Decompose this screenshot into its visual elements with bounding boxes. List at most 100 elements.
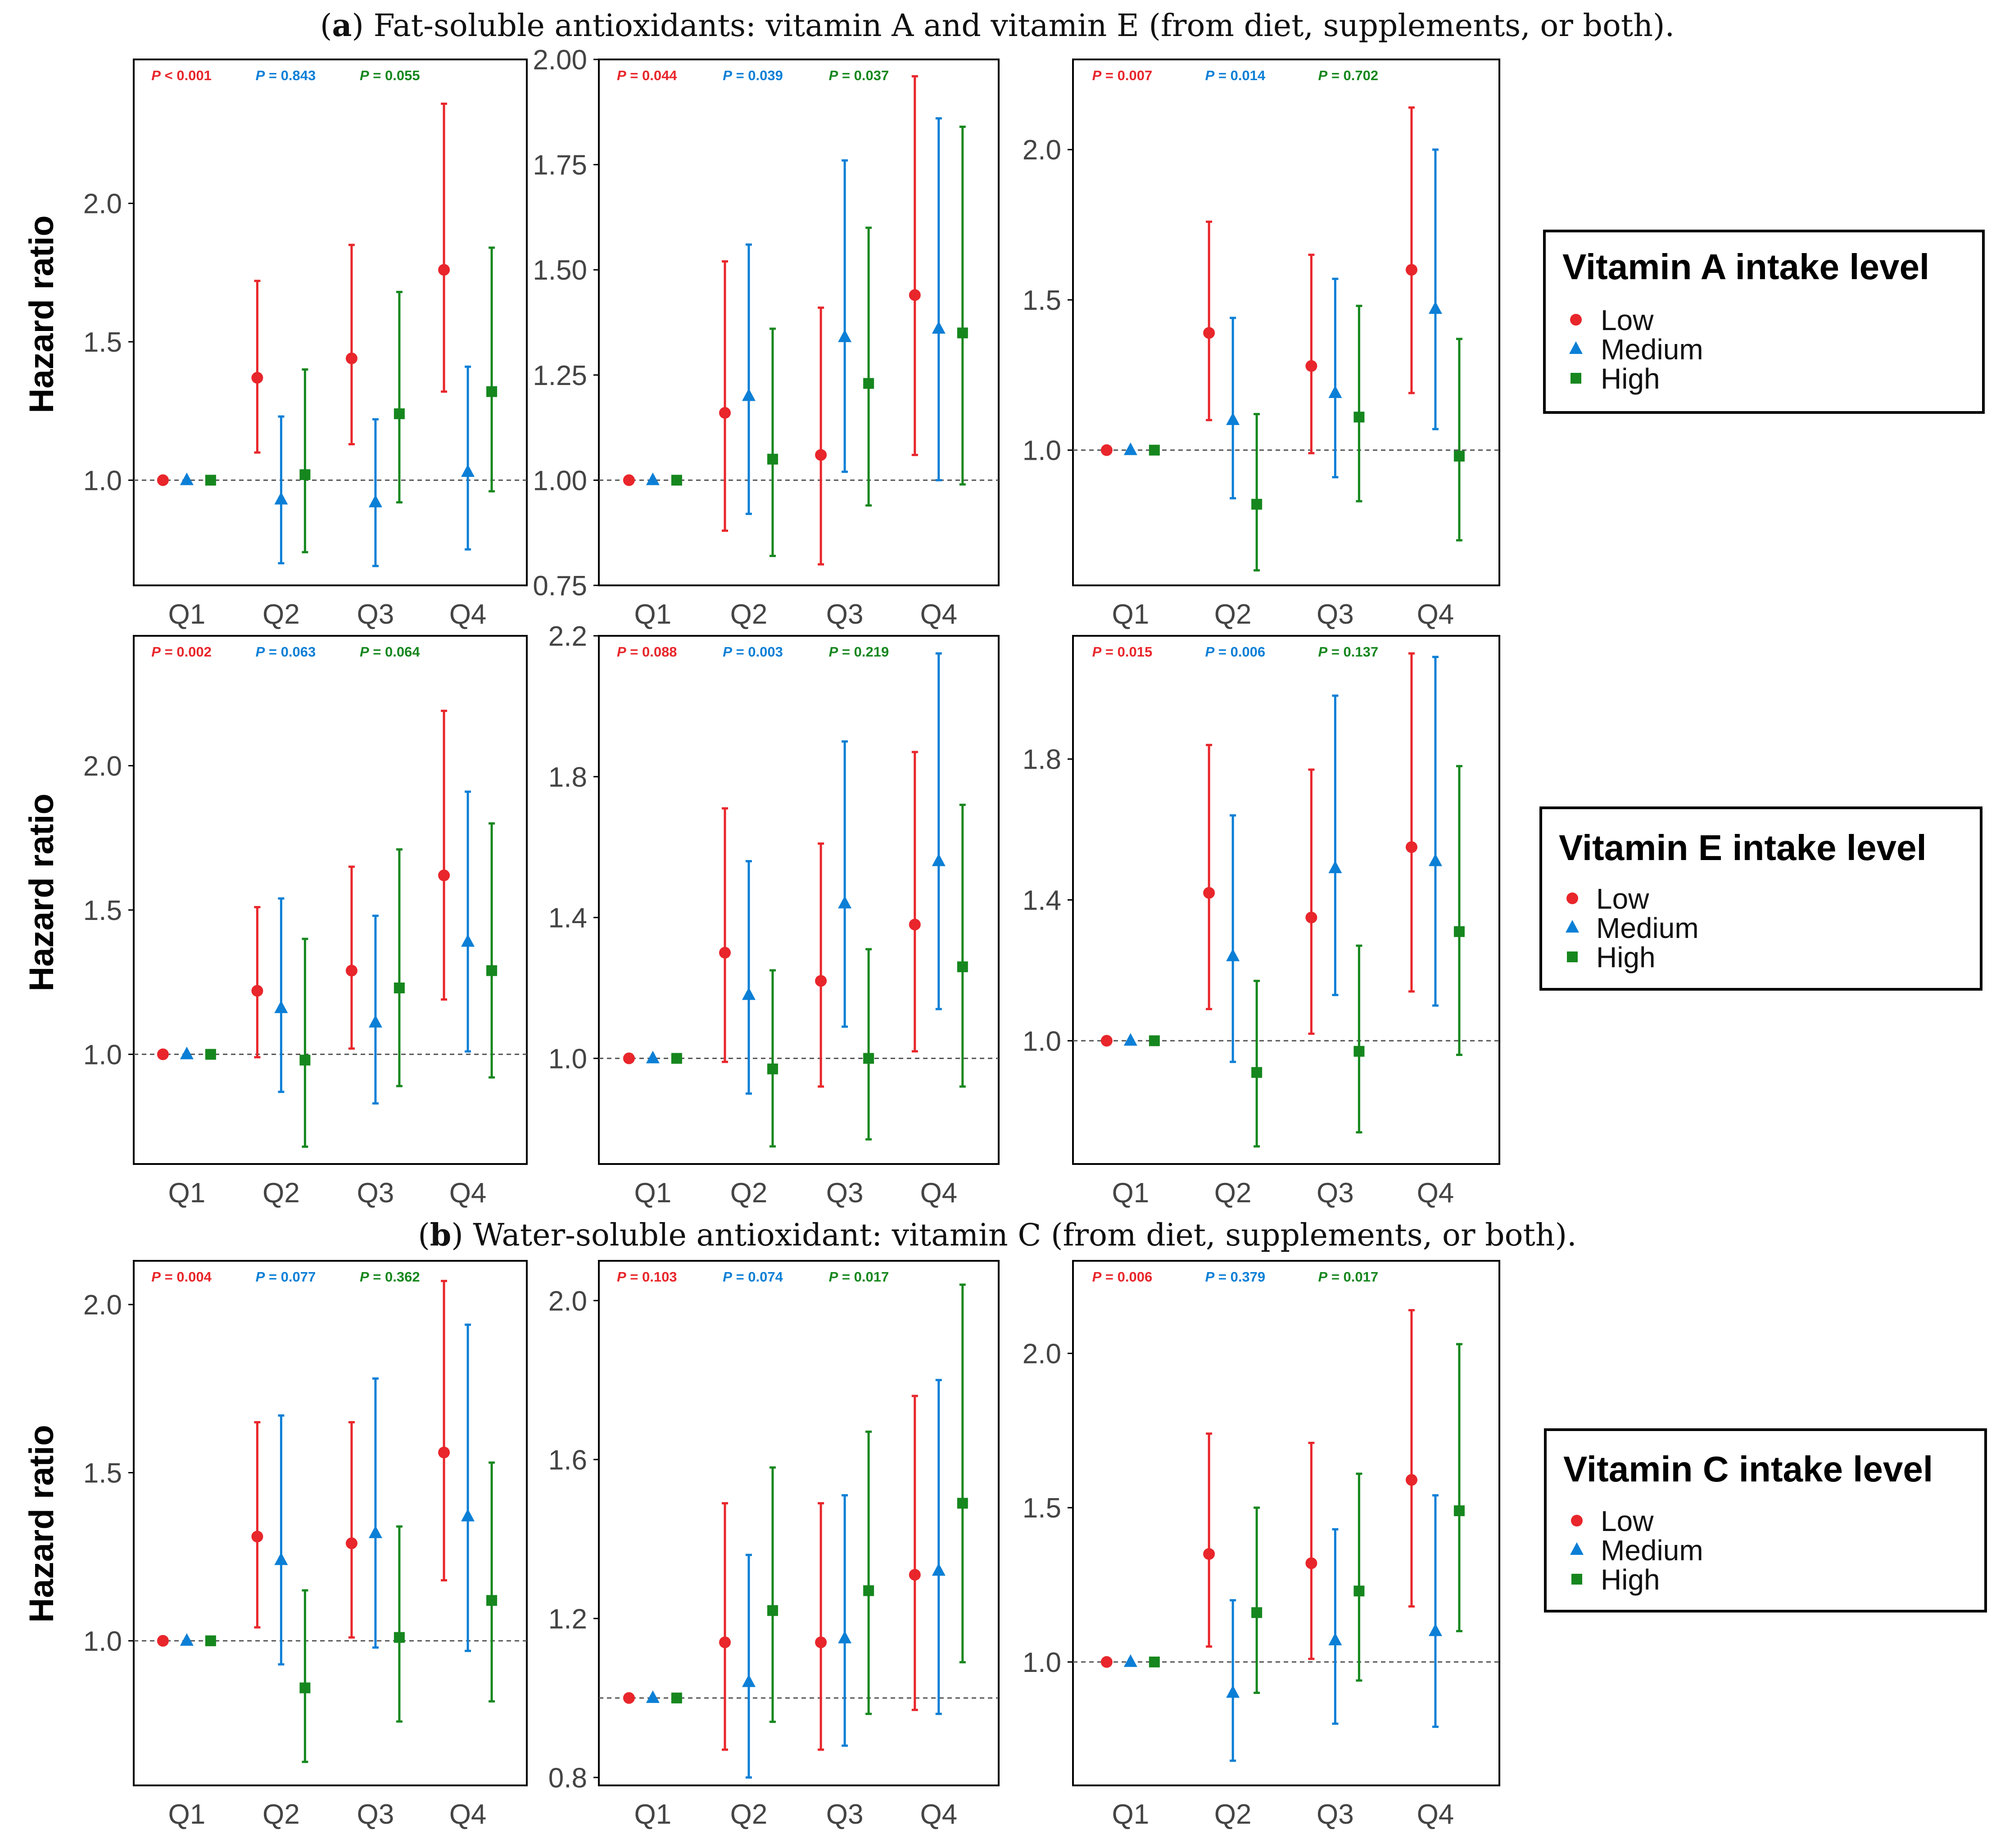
point-medium-q3 bbox=[838, 896, 852, 909]
p-value-text: = 0.843 bbox=[265, 68, 316, 83]
y-tick-label: 1.0 bbox=[83, 465, 122, 496]
p-value-low: P = 0.007 bbox=[1092, 68, 1153, 83]
plot-frame bbox=[133, 59, 528, 586]
point-high-q3 bbox=[1353, 412, 1365, 423]
point-high-q2 bbox=[1251, 1607, 1263, 1618]
legend-marker-low bbox=[1571, 1515, 1583, 1526]
legend-item-high: High bbox=[1601, 362, 1660, 395]
section-b-label: b bbox=[430, 1217, 452, 1253]
x-tick-label-q3: Q3 bbox=[1317, 599, 1354, 630]
panel-r1-c3: 1.01.52.0Q1 Q2 Q3 Q4P = 0.007 P = 0.014 P = 0… bbox=[1023, 59, 1500, 630]
p-value-low: P = 0.002 bbox=[151, 644, 212, 660]
y-tick-label: 1.5 bbox=[83, 895, 122, 926]
p-value-low: P = 0.044 bbox=[617, 68, 677, 83]
x-tick-label-q1: Q1 bbox=[168, 1799, 205, 1830]
x-tick-label-q2: Q2 bbox=[1214, 1178, 1252, 1209]
point-high-q1 bbox=[1149, 444, 1160, 456]
point-low-q2 bbox=[719, 1636, 731, 1649]
panel-r3-c2: 0.81.21.62.0Q1 Q2 Q3 Q4P = 0.103 P = 0.074 P … bbox=[548, 1260, 1000, 1830]
point-medium-q2 bbox=[274, 1000, 288, 1013]
x-tick-label-q3: Q3 bbox=[826, 1178, 864, 1209]
point-low-q3 bbox=[1305, 1557, 1317, 1569]
y-tick-label: 1.5 bbox=[1023, 1493, 1061, 1524]
x-tick-label-q4: Q4 bbox=[1417, 599, 1454, 630]
point-medium-q2 bbox=[1226, 412, 1240, 425]
legend-marker-low bbox=[1566, 892, 1578, 904]
p-symbol: P bbox=[1092, 1269, 1102, 1285]
x-tick-label-q1: Q1 bbox=[634, 1178, 672, 1209]
point-high-q1 bbox=[1149, 1035, 1160, 1046]
p-symbol: P bbox=[1092, 68, 1102, 83]
point-low-q2 bbox=[719, 407, 731, 419]
point-high-q1 bbox=[671, 1692, 682, 1703]
y-tick-label: 1.0 bbox=[1023, 1647, 1061, 1678]
plot-frame bbox=[1072, 635, 1500, 1165]
point-high-q4 bbox=[957, 961, 968, 973]
point-high-q3 bbox=[863, 378, 874, 389]
y-tick-label: 1.4 bbox=[548, 903, 587, 934]
p-symbol: P bbox=[360, 644, 369, 660]
point-low-q3 bbox=[345, 1537, 358, 1549]
y-tick-label: 2.0 bbox=[1023, 1339, 1061, 1370]
p-value-high: P = 0.064 bbox=[360, 644, 420, 660]
point-high-q3 bbox=[863, 1585, 874, 1596]
p-symbol: P bbox=[256, 644, 265, 660]
p-value-low: P < 0.001 bbox=[151, 68, 212, 83]
p-value-high: P = 0.017 bbox=[829, 1269, 889, 1285]
p-symbol: P bbox=[829, 644, 838, 660]
y-tick-label: 1.0 bbox=[83, 1039, 122, 1070]
legend-marker-high bbox=[1567, 951, 1578, 962]
point-medium-q3 bbox=[838, 1631, 852, 1644]
point-medium-q2 bbox=[742, 987, 756, 1000]
point-high-q4 bbox=[957, 1498, 968, 1509]
p-value-high: P = 0.037 bbox=[829, 68, 889, 83]
point-low-q1 bbox=[157, 1635, 169, 1647]
p-value-text: = 0.063 bbox=[265, 644, 316, 660]
p-value-high: P = 0.137 bbox=[1318, 644, 1379, 660]
section-b-text: ) Water-soluble antioxidant: vitamin C (… bbox=[451, 1218, 1577, 1253]
p-value-text: = 0.003 bbox=[732, 644, 783, 660]
point-medium-q3 bbox=[368, 1525, 382, 1538]
point-high-q2 bbox=[299, 1682, 311, 1694]
point-low-q1 bbox=[623, 1692, 635, 1704]
point-low-q2 bbox=[251, 985, 263, 997]
legend-marker-medium bbox=[1570, 1542, 1584, 1555]
point-low-q2 bbox=[719, 947, 731, 959]
p-value-low: P = 0.088 bbox=[617, 644, 677, 660]
p-value-text: = 0.379 bbox=[1214, 1269, 1265, 1285]
point-high-q2 bbox=[767, 1605, 778, 1616]
x-tick-label-q1: Q1 bbox=[634, 599, 672, 630]
point-medium-q1 bbox=[180, 472, 194, 485]
y-tick-label: 0.8 bbox=[548, 1762, 587, 1794]
p-value-low: P = 0.006 bbox=[1092, 1269, 1153, 1285]
point-low-q2 bbox=[251, 371, 263, 384]
p-value-medium: P = 0.843 bbox=[256, 68, 316, 83]
x-tick-label-q3: Q3 bbox=[826, 1799, 864, 1830]
x-tick-label-q4: Q4 bbox=[920, 1178, 957, 1209]
p-value-text: = 0.064 bbox=[369, 644, 421, 660]
p-value-text: = 0.219 bbox=[838, 644, 889, 660]
point-high-q2 bbox=[299, 1055, 311, 1066]
p-value-text: = 0.007 bbox=[1101, 68, 1152, 83]
y-tick-label: 1.5 bbox=[1023, 285, 1061, 316]
point-medium-q3 bbox=[1328, 385, 1342, 398]
p-value-medium: P = 0.077 bbox=[256, 1269, 316, 1285]
point-high-q4 bbox=[486, 1595, 498, 1606]
point-medium-q4 bbox=[932, 321, 946, 334]
p-symbol: P bbox=[1205, 644, 1215, 660]
legend-item-low: Low bbox=[1596, 883, 1649, 915]
p-value-text: = 0.014 bbox=[1214, 68, 1266, 83]
y-tick-label: 1.0 bbox=[83, 1626, 122, 1657]
x-tick-label-q2: Q2 bbox=[1214, 1799, 1252, 1830]
y-tick-label: 1.2 bbox=[548, 1603, 587, 1635]
section-a-label: a bbox=[332, 8, 352, 44]
y-tick-label: 2.0 bbox=[83, 1290, 122, 1321]
point-low-q1 bbox=[157, 474, 169, 486]
point-medium-q1 bbox=[1123, 1033, 1137, 1046]
p-value-medium: P = 0.063 bbox=[256, 644, 316, 660]
p-symbol: P bbox=[360, 68, 369, 83]
point-low-q4 bbox=[909, 919, 921, 931]
point-low-q1 bbox=[623, 474, 635, 486]
point-medium-q1 bbox=[646, 472, 660, 485]
point-medium-q1 bbox=[1123, 1654, 1137, 1667]
